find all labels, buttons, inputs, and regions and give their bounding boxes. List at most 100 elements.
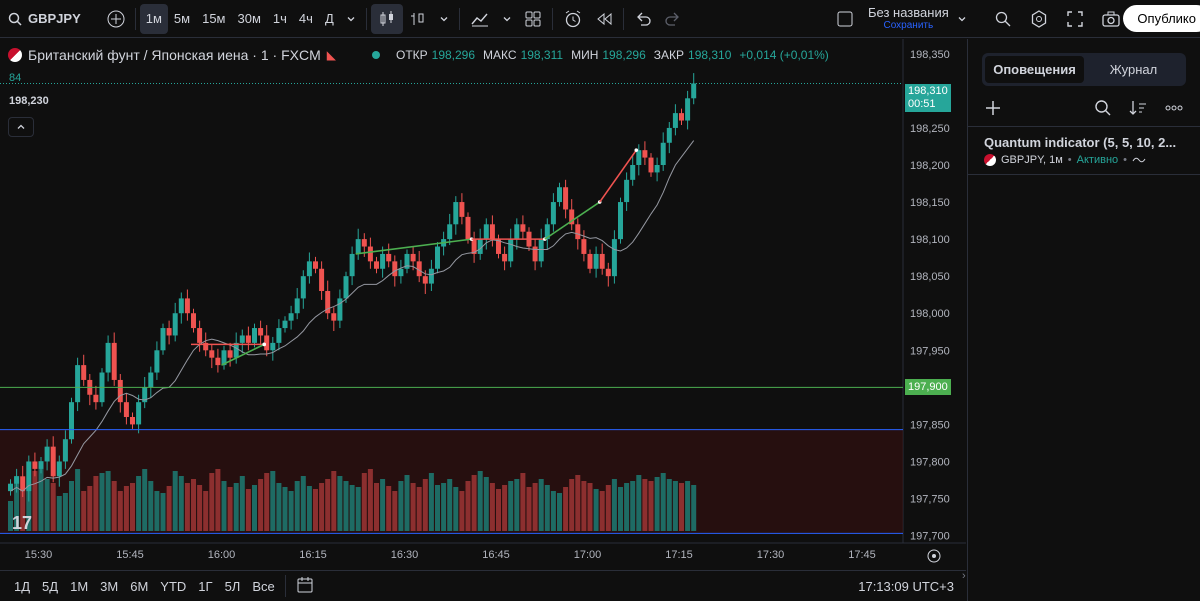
range-6[interactable]: 1Г <box>198 578 213 594</box>
volume-bar <box>252 485 257 531</box>
volume-bar <box>453 487 459 531</box>
candle-body <box>166 328 172 336</box>
legend-title[interactable]: Британский фунт / Японская иена · 1 · FX… <box>28 47 321 63</box>
volume-bar <box>26 486 32 531</box>
chart-area[interactable]: 198,350198,300198,250198,200198,150198,1… <box>0 39 966 569</box>
range-4[interactable]: 6М <box>130 578 149 594</box>
chart-type-button[interactable] <box>370 3 403 34</box>
bar-style-button[interactable] <box>403 4 433 34</box>
interval-5m[interactable]: 5м <box>173 11 191 26</box>
candle-body <box>630 165 636 180</box>
crosshair-price: 198,230 <box>9 95 49 107</box>
range-5[interactable]: YTD <box>160 578 187 594</box>
candle-body <box>447 224 453 240</box>
chart-type-dropdown[interactable] <box>433 4 455 34</box>
quick-search-button[interactable] <box>988 4 1018 34</box>
publish-button[interactable]: Опублико <box>1123 5 1200 32</box>
symbol-search[interactable]: GBPJPY <box>0 4 87 34</box>
price-tick: 198,000 <box>910 308 950 320</box>
alert-item[interactable]: Quantum indicator (5, 5, 10, 2... GBPJPY… <box>968 126 1200 175</box>
sort-icon[interactable] <box>1128 99 1148 117</box>
candle-body <box>130 417 135 425</box>
close-label: ЗАКР <box>653 48 685 62</box>
time-axis[interactable]: 15:30 15:45 16:00 16:15 16:30 16:45 17:00 17:15… <box>25 549 876 561</box>
more-icon[interactable] <box>1164 99 1184 117</box>
volume-bar <box>489 483 495 531</box>
indicator-value: 84 <box>9 72 22 84</box>
range-2[interactable]: 1М <box>70 578 89 594</box>
interval-1d[interactable]: Д <box>324 11 334 26</box>
collapse-legend-button[interactable] <box>8 117 34 137</box>
range-3[interactable]: 3М <box>100 578 119 594</box>
settings-icon[interactable] <box>927 549 941 563</box>
interval-30m[interactable]: 30м <box>237 11 261 26</box>
divider <box>622 7 624 30</box>
candle-body <box>642 150 648 158</box>
clock[interactable]: 17:13:09 UTC+3 <box>858 578 954 594</box>
redo-button[interactable] <box>658 4 688 34</box>
candle-body <box>203 342 209 351</box>
layout-name: Без названия <box>868 4 949 20</box>
indicators-button[interactable] <box>464 4 496 34</box>
candle-body <box>209 350 215 358</box>
add-alert-icon[interactable] <box>984 99 1002 117</box>
time-tick: 15:30 <box>25 549 53 561</box>
range-1[interactable]: 5Д <box>42 578 59 594</box>
interval-4h[interactable]: 4ч <box>298 11 313 26</box>
interval-1m[interactable]: 1м <box>139 3 168 34</box>
volume-bar <box>630 481 636 531</box>
range-7[interactable]: 5Л <box>224 578 241 594</box>
price-chart[interactable]: 198,350198,300198,250198,200198,150198,1… <box>0 39 966 569</box>
volume-bar <box>203 491 209 531</box>
candle-body <box>288 313 294 321</box>
candle-body <box>514 224 520 240</box>
volume-bar <box>343 481 349 531</box>
chevron-down-icon <box>503 16 511 21</box>
range-0[interactable]: 1Д <box>14 578 31 594</box>
collapse-panel-button[interactable]: › <box>962 570 966 582</box>
candle-body <box>410 253 416 262</box>
search-icon[interactable] <box>1094 99 1112 117</box>
tab-log[interactable]: Журнал <box>1109 62 1158 77</box>
flag-icon[interactable]: ◣ <box>326 48 336 62</box>
alert-price-tag[interactable]: 197,900 <box>905 379 951 396</box>
fullscreen-button[interactable] <box>1060 4 1090 34</box>
indicator-segment <box>544 201 601 240</box>
volume-bar <box>477 471 483 531</box>
interval-15m[interactable]: 15м <box>202 11 226 26</box>
interval-dropdown[interactable] <box>340 4 362 34</box>
range-8[interactable]: Все <box>252 578 275 594</box>
interval-1h[interactable]: 1ч <box>272 11 287 26</box>
volume-bar <box>8 501 13 531</box>
alert-title: Quantum indicator (5, 5, 10, 2... <box>984 135 1177 150</box>
candle-body <box>611 239 617 277</box>
candle-body <box>56 461 62 477</box>
candle-body <box>636 150 642 165</box>
candle-body <box>386 253 392 262</box>
volume-bar <box>496 489 501 531</box>
chevron-down-icon <box>347 16 355 21</box>
snapshot-button[interactable] <box>1095 4 1127 34</box>
volume-bar <box>386 486 392 531</box>
layouts-button[interactable] <box>518 4 548 34</box>
tab-alerts[interactable]: Оповещения <box>985 56 1084 83</box>
alert-button[interactable] <box>557 4 589 34</box>
volume-bar <box>215 469 221 531</box>
candle-body <box>343 276 349 299</box>
replay-button[interactable] <box>589 4 619 34</box>
volume-bar <box>117 491 123 531</box>
layout-menu[interactable]: Без названия Сохранить <box>830 4 973 34</box>
candle-body <box>538 239 544 262</box>
volume-bar <box>367 469 373 531</box>
volume-bar <box>502 485 508 531</box>
candle-body <box>264 335 270 351</box>
candle-body <box>154 350 160 373</box>
goto-date-button[interactable] <box>290 576 320 597</box>
settings-icon-dot <box>932 554 936 558</box>
settings-button[interactable] <box>1024 4 1054 34</box>
indicators-dropdown[interactable] <box>496 4 518 34</box>
undo-button[interactable] <box>628 4 658 34</box>
compare-button[interactable] <box>101 4 131 34</box>
candle-body <box>660 142 666 165</box>
layout-status: Сохранить <box>883 20 934 32</box>
